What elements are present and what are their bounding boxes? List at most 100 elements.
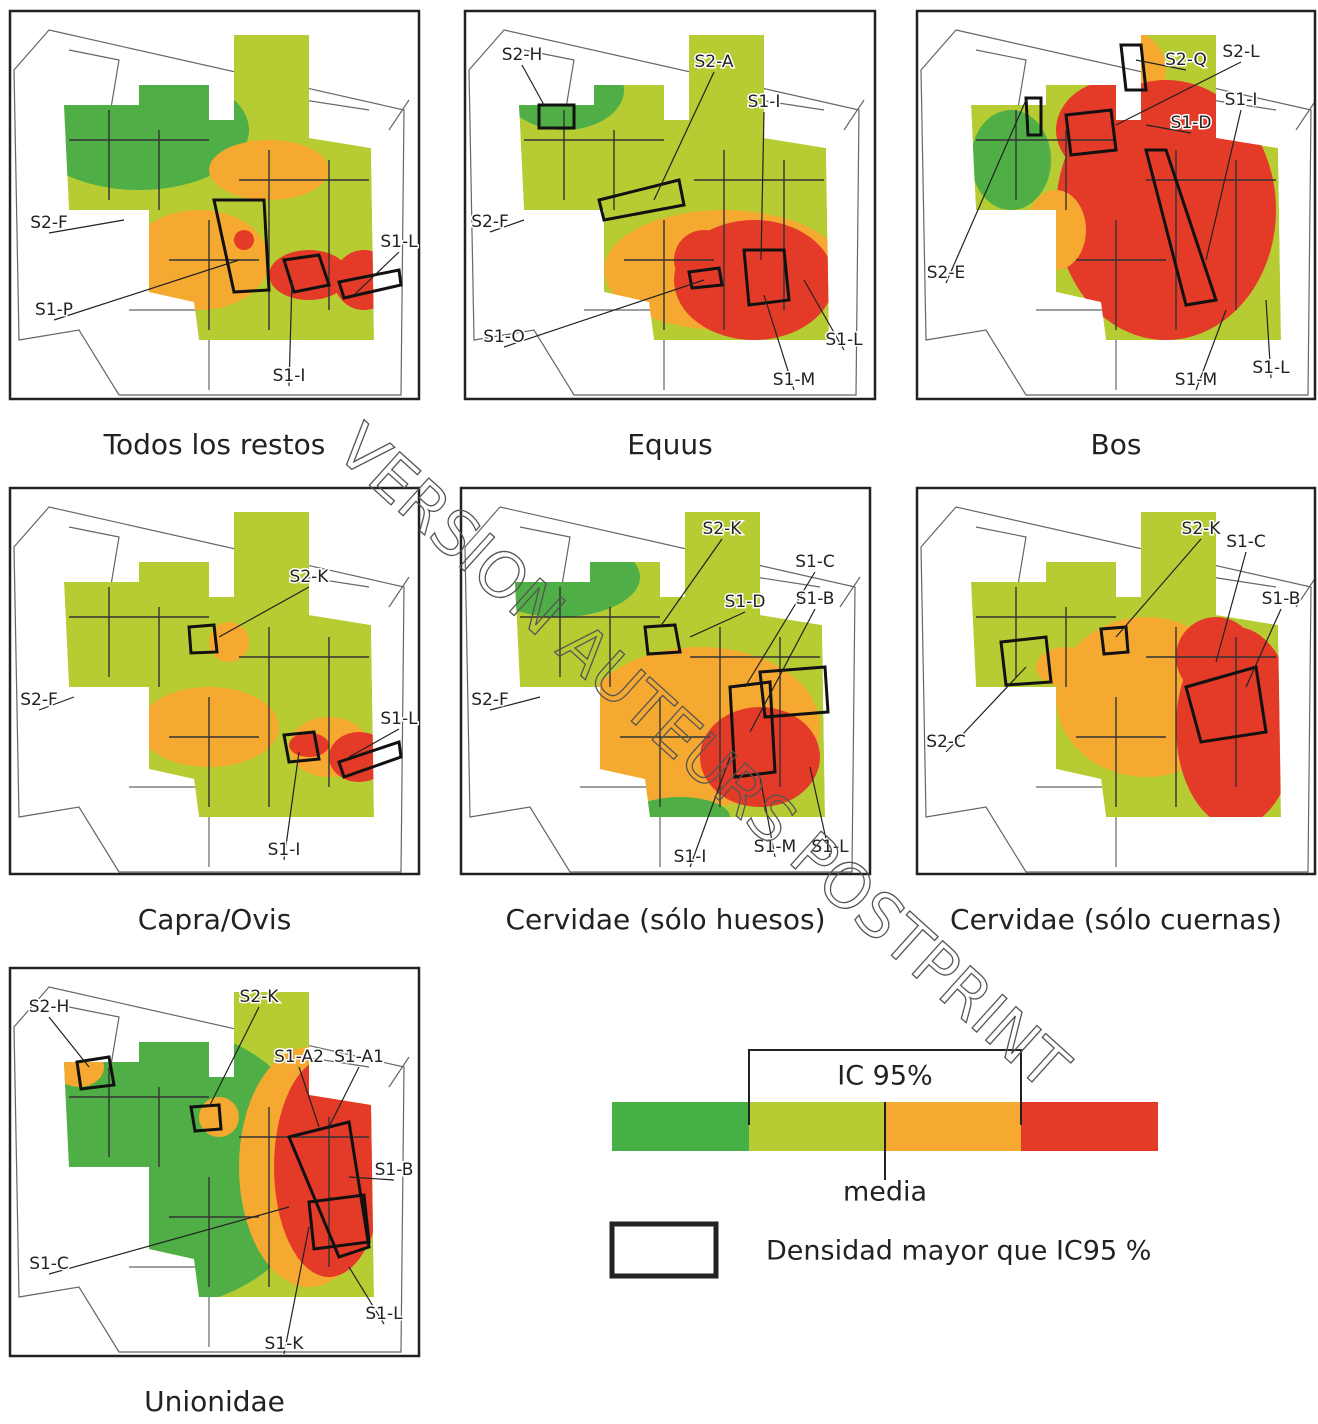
leader-line — [1245, 608, 1282, 688]
high-density-box — [1144, 148, 1218, 307]
map-panel: S2-K S2-F S1-L S1-I Capra/Ovis — [8, 486, 421, 936]
high-density-box — [1099, 625, 1130, 656]
leader-line — [809, 766, 831, 858]
leader-line — [760, 111, 765, 261]
leader-line — [353, 251, 400, 296]
leader-line — [1115, 61, 1242, 126]
density-zone — [1026, 190, 1086, 270]
leader-line — [1145, 124, 1192, 134]
high-density-box — [742, 248, 791, 307]
zone-label: S1-K — [265, 1334, 305, 1354]
zone-label: S2-F — [20, 690, 58, 710]
high-density-box — [337, 268, 403, 300]
leader-line — [945, 99, 1027, 284]
high-density-box — [1184, 665, 1268, 744]
zone-label: S1-C — [1226, 532, 1266, 552]
zone-label: S1-L — [1252, 358, 1290, 378]
leader-line — [218, 586, 310, 638]
density-zone — [209, 622, 249, 662]
zone-label: S2-A — [695, 52, 734, 72]
high-density-box — [282, 730, 321, 764]
leader-line — [1195, 309, 1227, 391]
leader-line — [348, 1266, 385, 1325]
high-density-box — [337, 740, 403, 779]
map-panel: S2-KS1-C S1-B S2-C Cervidae (sólo cuernas) — [915, 486, 1317, 936]
leader-line — [489, 696, 541, 711]
map-panel: S2-Q S2-L S1-I S1-D S2-E S1-M S1-L Bos — [915, 9, 1317, 461]
high-density-box — [999, 635, 1053, 687]
zone-label: S1-C — [795, 552, 835, 572]
high-density-box — [187, 623, 219, 655]
zone-label: S1-I — [748, 92, 781, 112]
high-density-box — [537, 103, 576, 130]
density-zone — [329, 732, 374, 782]
leader-line — [298, 1066, 320, 1128]
panel-frame — [8, 486, 421, 876]
leader-line — [945, 666, 1027, 753]
density-zone — [289, 733, 329, 757]
ci-label: IC 95% — [837, 1061, 932, 1092]
leader-line — [489, 219, 525, 233]
panel-frame — [463, 9, 877, 401]
density-surface — [64, 35, 374, 340]
leader-line — [659, 538, 723, 628]
mean-label: media — [843, 1177, 927, 1208]
panel-frame — [8, 966, 421, 1358]
leader-line — [48, 1016, 90, 1068]
leader-line — [348, 728, 400, 758]
zone-label: S1-D — [1171, 113, 1212, 133]
leader-line — [689, 611, 746, 638]
leader-line — [744, 571, 816, 688]
panel-title: Equus — [627, 428, 713, 461]
panel-title: Unionidae — [144, 1385, 285, 1418]
high-density-box — [758, 665, 830, 719]
leader-line — [48, 1206, 290, 1275]
high-density-box — [212, 198, 271, 294]
walls — [524, 110, 824, 330]
leader-line — [521, 64, 545, 106]
legend-swatch — [749, 1102, 885, 1151]
leader-line — [653, 71, 715, 201]
panel-frame — [459, 486, 872, 876]
leader-line — [53, 259, 240, 321]
leader-line — [749, 608, 816, 733]
zone-label: S1-L — [365, 1304, 403, 1324]
zone-label: S1-L — [825, 330, 863, 350]
high-density-box — [282, 253, 331, 294]
leader-line — [1215, 551, 1247, 663]
panel-title: Capra/Ovis — [138, 903, 292, 936]
density-zone — [334, 250, 374, 310]
walls — [520, 587, 820, 807]
leader-line — [348, 1176, 395, 1181]
leader-line — [1135, 59, 1187, 71]
high-density-box — [687, 266, 724, 290]
leader-line — [283, 1226, 310, 1355]
high-density-box — [307, 1193, 371, 1251]
zone-label: S2-H — [29, 997, 70, 1017]
panel-title: Cervidae (sólo huesos) — [505, 903, 825, 936]
leader-line — [208, 1006, 260, 1108]
zone-label: S1-D — [725, 592, 766, 612]
zone-label: S1-O — [483, 327, 525, 347]
panel-title: Todos los restos — [103, 428, 326, 461]
walls — [976, 110, 1276, 330]
walls — [69, 110, 369, 330]
zone-label: S2-F — [471, 690, 509, 710]
zone-label: S1-I — [674, 847, 707, 867]
zone-label: S2-Q — [1165, 50, 1207, 70]
high-density-box — [643, 623, 682, 656]
zone-label: S1-I — [268, 840, 301, 860]
leader-line — [1205, 109, 1242, 261]
zone-label: S2-L — [1222, 42, 1260, 62]
leader-line — [759, 776, 776, 858]
zone-label: S1-C — [29, 1254, 69, 1274]
high-density-box — [1024, 96, 1043, 137]
zone-label: S1-M — [1175, 370, 1217, 390]
map-panel: S2-H S2-A S1-I S2-F S1-O S1-L S1-M Equus — [463, 9, 877, 461]
ci-bracket — [748, 1049, 1022, 1125]
zone-label: S2-C — [926, 732, 966, 752]
map-panel: S2-H S2-K S1-A2 S1-A1 S1-B S1-C S1-K S1-L Unioni… — [8, 966, 421, 1418]
leader-line — [1115, 538, 1202, 638]
panel-frame — [915, 9, 1317, 401]
